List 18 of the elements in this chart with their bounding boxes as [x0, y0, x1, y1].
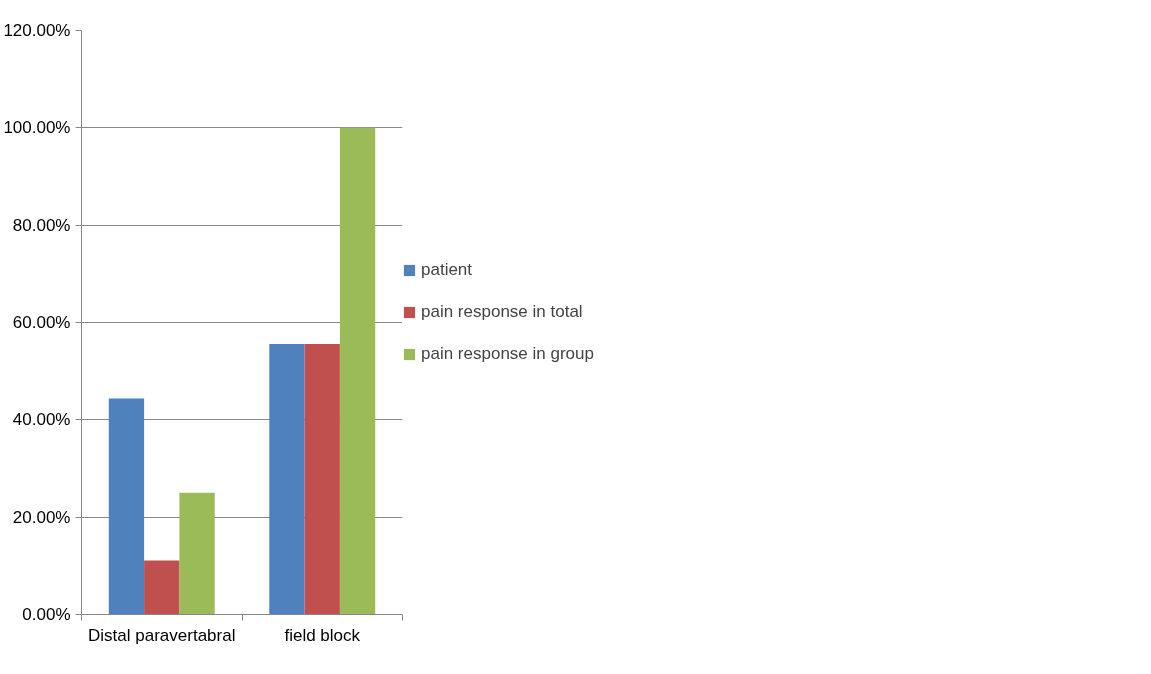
- y-tick-label: 80.00%: [12, 215, 71, 235]
- bar: [179, 492, 215, 615]
- legend-label: pain response in group: [421, 344, 594, 364]
- y-tick-label: 60.00%: [12, 313, 71, 332]
- y-tick-label: 100.00%: [3, 118, 71, 138]
- bar: [144, 560, 180, 615]
- y-tick-label: 120.00%: [3, 21, 71, 40]
- legend-label: pain response in total: [421, 302, 583, 322]
- bar: [339, 127, 376, 615]
- bar: [269, 343, 305, 615]
- legend-label: patient: [421, 260, 473, 280]
- bar: [304, 343, 340, 615]
- y-tick-label: 0.00%: [22, 605, 71, 624]
- bar: [108, 398, 145, 615]
- y-tick-label: 20.00%: [12, 507, 71, 527]
- x-tick-label: field block: [284, 625, 361, 645]
- x-tick-label: Distal paravertabral: [88, 625, 236, 645]
- y-tick-label: 40.00%: [12, 410, 71, 430]
